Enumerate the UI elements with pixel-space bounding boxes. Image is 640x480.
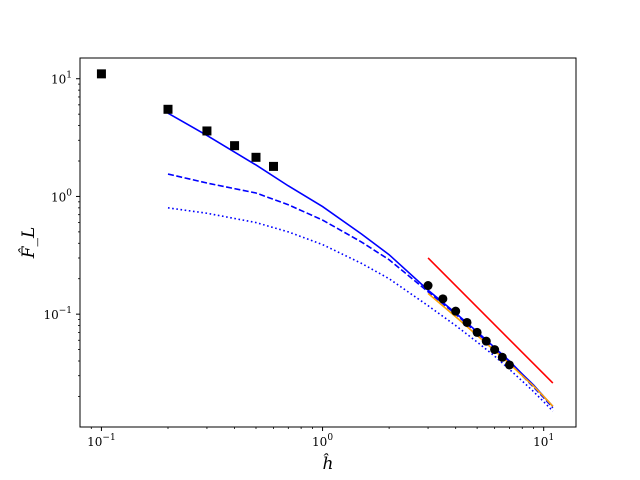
- square-marker: [269, 161, 279, 171]
- square-marker: [163, 104, 173, 114]
- y-tick-label: 10−1: [43, 306, 72, 322]
- circle-marker: [504, 360, 514, 370]
- y-axis-label: F̂_L: [19, 227, 39, 260]
- x-tick-label: 101: [533, 433, 554, 449]
- square-marker: [202, 126, 212, 136]
- circle-marker: [472, 327, 482, 337]
- circle-marker: [423, 281, 433, 291]
- circle-marker: [497, 352, 507, 362]
- series-line-4: [427, 257, 554, 384]
- circle-marker: [481, 336, 491, 346]
- square-marker: [251, 152, 261, 162]
- plot-frame: [79, 57, 577, 428]
- circle-marker: [451, 306, 461, 316]
- square-marker: [230, 141, 240, 151]
- series-line-2: [167, 207, 554, 412]
- x-tick-label: 100: [312, 433, 333, 449]
- x-axis-label: ĥ: [323, 453, 334, 474]
- y-tick-label: 101: [51, 71, 72, 87]
- circle-marker: [462, 317, 472, 327]
- x-tick-label: 10−1: [87, 433, 116, 449]
- y-tick-label: 100: [51, 188, 72, 204]
- circle-marker: [438, 294, 448, 304]
- square-marker: [96, 69, 106, 79]
- circle-marker: [490, 345, 500, 355]
